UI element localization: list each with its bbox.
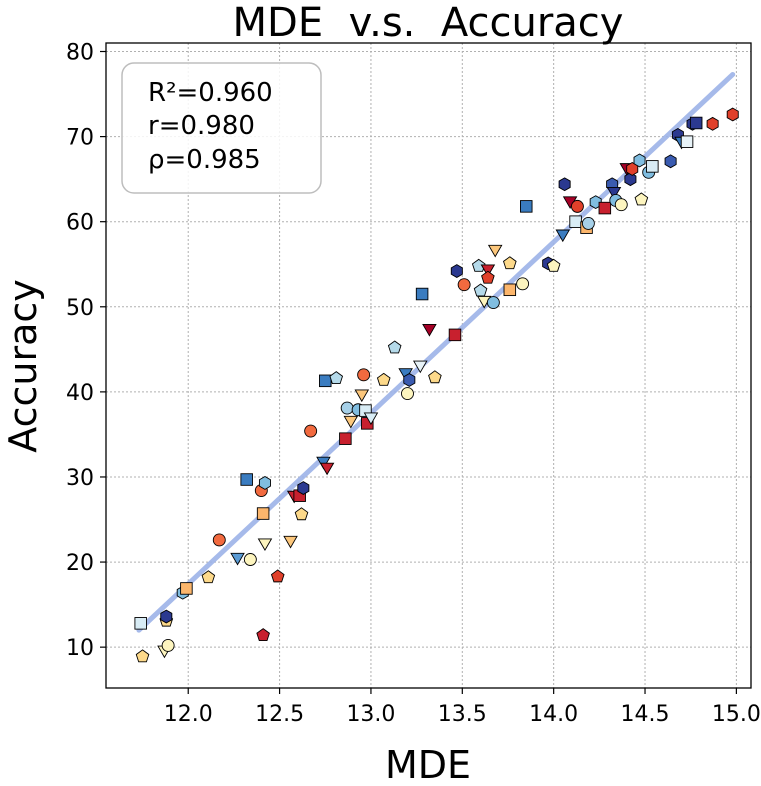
data-point-square [339, 432, 352, 445]
data-point-triangle-down [283, 535, 298, 549]
x-tick-label: 15.0 [712, 702, 761, 727]
data-point-pentagon [329, 371, 344, 385]
data-point-square [359, 404, 372, 417]
data-point-pentagon [471, 258, 486, 272]
data-point-pentagon [481, 270, 495, 284]
y-tick-label: 10 [66, 636, 94, 661]
data-point-pentagon [503, 256, 517, 270]
data-point-triangle-down [480, 264, 496, 278]
data-point-pentagon [634, 192, 649, 206]
data-point-circle [161, 639, 175, 652]
x-tick-label: 12.5 [255, 702, 304, 727]
data-point-circle [304, 424, 318, 438]
y-tick-label: 60 [66, 211, 94, 236]
data-point-triangle-down [319, 462, 335, 476]
data-point-circle [212, 533, 226, 547]
data-point-hexagon [706, 116, 719, 131]
data-point-triangle-down [363, 412, 379, 426]
data-point-hexagon [558, 177, 571, 192]
data-point-square [240, 473, 253, 486]
data-point-hexagon [624, 172, 637, 187]
data-point-square [680, 135, 694, 148]
data-point-pentagon [135, 649, 150, 663]
data-point-triangle-down [343, 415, 359, 429]
y-tick-label: 50 [66, 296, 94, 321]
plot-frame [105, 42, 752, 689]
data-point-circle [486, 296, 500, 309]
data-point-triangle-down [555, 229, 571, 243]
y-tick-label: 20 [66, 551, 94, 576]
stat-spearman-rho: ρ=0.985 [148, 145, 261, 175]
data-point-square [569, 215, 582, 228]
data-point-circle [357, 368, 371, 382]
data-point-circle [614, 198, 628, 212]
data-point-hexagon [160, 609, 173, 624]
data-point-circle [340, 401, 354, 415]
data-point-hexagon [258, 476, 271, 490]
chart-title: MDE v.s. Accuracy [233, 0, 624, 46]
data-point-square [415, 287, 429, 301]
data-point-pentagon [473, 283, 488, 297]
data-point-triangle-down [354, 389, 370, 403]
data-point-triangle-down [230, 552, 245, 566]
data-point-square [319, 374, 332, 388]
data-point-hexagon [450, 264, 463, 278]
data-point-circle [401, 387, 414, 401]
data-point-circle [516, 277, 530, 291]
data-point-triangle-down [487, 244, 503, 258]
y-tick-label: 80 [66, 41, 94, 66]
data-point-square [646, 160, 659, 173]
stats-box-frame [121, 62, 322, 194]
data-point-hexagon [726, 107, 739, 122]
data-point-square [448, 328, 462, 342]
x-tick-label: 13.0 [346, 702, 395, 727]
data-point-pentagon [387, 340, 402, 354]
data-point-pentagon [546, 258, 561, 272]
data-point-pentagon [201, 570, 216, 584]
data-point-hexagon [664, 154, 677, 169]
stat-pearson-r: r=0.980 [148, 111, 255, 141]
y-tick-label: 30 [66, 466, 94, 491]
data-point-triangle-down [606, 187, 622, 200]
data-point-hexagon [633, 153, 646, 168]
x-tick-label: 12.0 [164, 702, 213, 727]
data-point-triangle-down [413, 360, 428, 374]
data-point-hexagon [589, 195, 602, 210]
data-point-hexagon [297, 481, 310, 495]
data-point-square [598, 201, 612, 215]
data-points [134, 107, 739, 663]
data-point-square [134, 617, 147, 630]
y-tick-label: 40 [66, 381, 94, 406]
data-point-square [689, 116, 703, 130]
data-point-circle [457, 278, 471, 292]
x-tick-labels: 12.0 12.5 13.0 13.5 14.0 14.5 15.0 [164, 702, 761, 727]
data-point-circle [243, 553, 257, 566]
data-point-pentagon [270, 569, 285, 583]
data-point-pentagon [376, 372, 391, 386]
data-point-pentagon [294, 507, 309, 521]
y-axis-title: Accuracy [1, 279, 45, 453]
data-point-triangle-down [257, 538, 273, 552]
data-point-circle [581, 216, 595, 230]
data-point-pentagon [428, 370, 442, 384]
x-tick-label: 13.5 [438, 702, 487, 727]
data-point-pentagon [256, 628, 270, 642]
x-axis-title: MDE [385, 743, 471, 786]
data-point-hexagon [403, 373, 416, 387]
x-tick-label: 14.0 [529, 702, 578, 727]
data-point-triangle-down [422, 324, 437, 337]
x-tick-label: 14.5 [621, 702, 670, 727]
data-point-square [180, 582, 193, 595]
data-point-square [520, 200, 533, 213]
stat-r-squared: R²=0.960 [148, 78, 273, 108]
data-point-circle [570, 199, 584, 213]
data-point-square [256, 507, 270, 520]
stats-box: R²=0.960 r=0.980 ρ=0.985 [121, 62, 322, 194]
y-tick-label: 70 [66, 126, 94, 151]
data-point-square [503, 283, 517, 297]
y-tick-labels: 10 20 30 40 50 60 70 80 [66, 41, 94, 662]
